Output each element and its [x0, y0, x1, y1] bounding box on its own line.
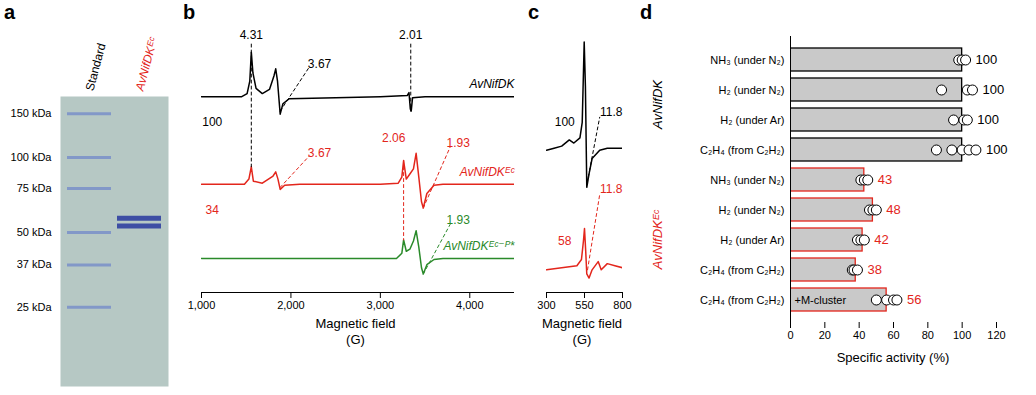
html-text:Specific activity (%): Specific activity (%) [836, 350, 950, 365]
svg-text:3,000: 3,000 [367, 299, 395, 311]
svg-text:100: 100 [977, 112, 999, 127]
svg-text:C₂H₄ (from C₂H₂): C₂H₄ (from C₂H₂) [700, 264, 785, 276]
svg-text:40: 40 [853, 329, 865, 341]
svg-text:58: 58 [558, 234, 572, 248]
svg-text:25 kDa: 25 kDa [17, 301, 53, 313]
svg-text:H₂ (under N₂): H₂ (under N₂) [719, 204, 785, 216]
svg-text:80: 80 [922, 329, 934, 341]
svg-text:300: 300 [537, 299, 555, 311]
svg-text:100: 100 [986, 142, 1008, 157]
svg-text:43: 43 [878, 172, 892, 187]
svg-text:Standard: Standard [83, 42, 109, 93]
svg-text:H₂ (under N₂): H₂ (under N₂) [719, 84, 785, 96]
svg-text:100: 100 [555, 115, 575, 129]
svg-text:AvNifDKᴱᶜ: AvNifDKᴱᶜ [650, 209, 665, 270]
svg-text:150 kDa: 150 kDa [11, 107, 53, 119]
html-text:c: c [528, 1, 540, 23]
svg-text:AvNifDK: AvNifDK [468, 77, 515, 91]
svg-text:AvNifDKᴱᶜ: AvNifDKᴱᶜ [459, 165, 516, 179]
svg-text:100: 100 [976, 52, 998, 67]
svg-text:60: 60 [887, 329, 899, 341]
svg-text:NH₃ (under N₂): NH₃ (under N₂) [710, 174, 784, 186]
svg-text:C₂H₄ (from C₂H₂): C₂H₄ (from C₂H₂) [700, 144, 785, 156]
svg-text:48: 48 [886, 202, 900, 217]
svg-text:2,000: 2,000 [277, 299, 305, 311]
svg-text:4,000: 4,000 [456, 299, 484, 311]
svg-text:56: 56 [907, 292, 921, 307]
svg-text:H₂ (under Ar): H₂ (under Ar) [720, 114, 784, 126]
svg-text:3.67: 3.67 [308, 146, 332, 160]
svg-text:3.67: 3.67 [308, 57, 332, 71]
svg-text:AvNifDK: AvNifDK [650, 79, 665, 130]
svg-text:75 kDa: 75 kDa [17, 182, 53, 194]
svg-text:38: 38 [867, 262, 881, 277]
svg-text:100: 100 [953, 329, 971, 341]
svg-text:1.93: 1.93 [446, 136, 470, 150]
svg-text:H₂ (under Ar): H₂ (under Ar) [720, 234, 784, 246]
svg-text:0: 0 [787, 329, 793, 341]
svg-text:11.8: 11.8 [600, 105, 623, 119]
svg-text:550: 550 [575, 299, 593, 311]
html-text:Magnetic field (G): Magnetic field (G) [315, 316, 396, 347]
svg-text:100 kDa: 100 kDa [11, 151, 53, 163]
svg-text:100: 100 [982, 82, 1004, 97]
svg-text:800: 800 [613, 299, 631, 311]
html-text:b: b [183, 1, 196, 23]
svg-text:NH₃ (under N₂): NH₃ (under N₂) [710, 54, 784, 66]
svg-text:50 kDa: 50 kDa [17, 226, 53, 238]
svg-text:37 kDa: 37 kDa [17, 258, 53, 270]
svg-text:+M-cluster: +M-cluster [795, 294, 847, 306]
svg-text:11.8: 11.8 [600, 182, 623, 196]
svg-text:20: 20 [819, 329, 831, 341]
svg-text:C₂H₄ (from C₂H₂): C₂H₄ (from C₂H₂) [700, 294, 785, 306]
svg-text:2.01: 2.01 [399, 28, 423, 42]
svg-text:4.31: 4.31 [240, 28, 264, 42]
svg-text:100: 100 [202, 115, 222, 129]
svg-text:34: 34 [206, 203, 220, 217]
svg-text:AvNifDKᴱᶜ: AvNifDKᴱᶜ [132, 35, 160, 93]
svg-text:1.93: 1.93 [446, 213, 470, 227]
html-text:a: a [4, 1, 16, 23]
svg-text:120: 120 [987, 329, 1005, 341]
svg-text:42: 42 [874, 232, 888, 247]
html-text:Magnetic field (G): Magnetic field (G) [541, 316, 623, 347]
svg-text:1,000: 1,000 [188, 299, 216, 311]
html-text:d: d [640, 1, 653, 23]
svg-text:AvNifDKᴱᶜ⁻ᴾ*: AvNifDKᴱᶜ⁻ᴾ* [442, 239, 514, 253]
svg-text:2.06: 2.06 [382, 131, 406, 145]
